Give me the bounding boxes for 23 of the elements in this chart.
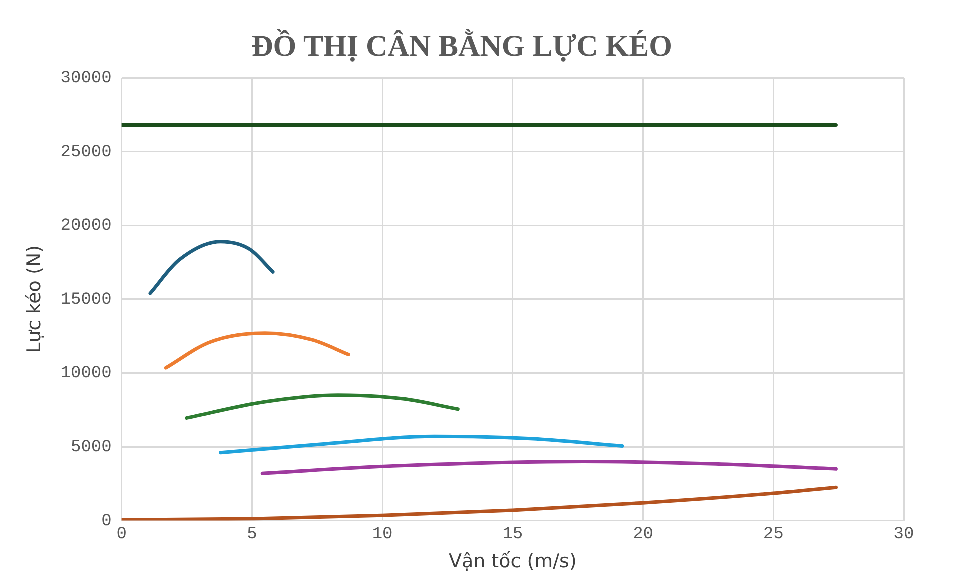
line-series [148,240,275,296]
y-tick-label: 30000 [60,70,112,88]
line-series [219,434,624,455]
x-tick-label: 10 [372,526,393,544]
x-tick-label: 30 [894,526,914,544]
y-tick-label: 0 [102,512,112,532]
x-tick-label: 25 [763,526,784,544]
y-tick-label: 25000 [60,143,112,162]
line-series [185,394,460,420]
line-series [260,460,838,476]
y-tick-label: 5000 [70,438,112,458]
y-tick-label: 20000 [60,217,112,236]
x-tick-label: 20 [633,526,654,544]
y-tick-label: 10000 [60,364,112,384]
y-axis-title: Lực kéo (N) [23,245,46,354]
y-tick-label: 15000 [60,290,112,310]
x-tick-label: 15 [502,526,524,544]
x-tick-label: 0 [116,526,127,544]
x-axis-title: Vận tốc (m/s) [448,550,577,573]
chart-title: ĐỒ THỊ CÂN BẰNG LỰC KÉO [252,28,672,63]
line-series [122,486,838,521]
line-series [164,332,350,370]
x-tick-label: 5 [247,526,258,544]
